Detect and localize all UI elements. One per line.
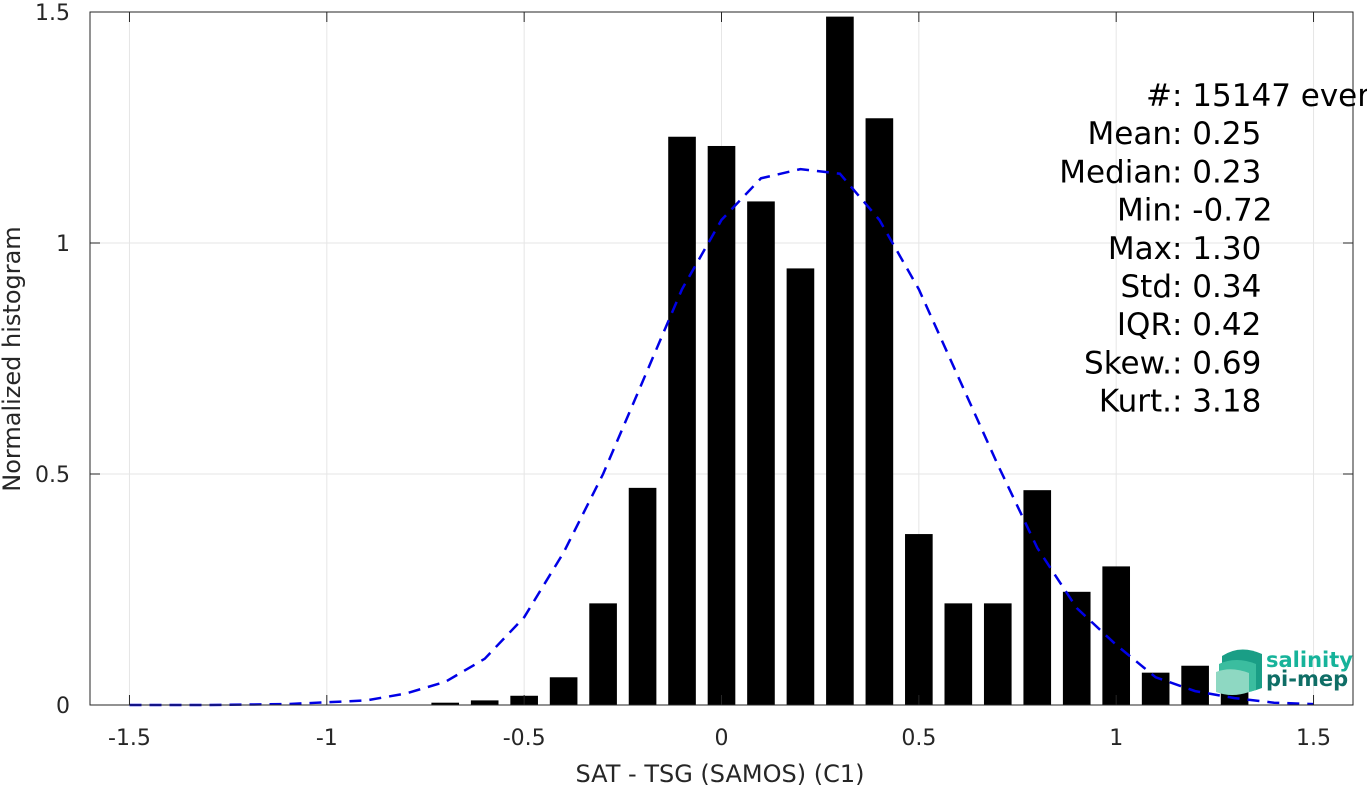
stat-label: IQR <box>1117 307 1172 343</box>
fit-curve-layer <box>129 167 1314 707</box>
histogram-bar <box>589 603 617 705</box>
stat-value: : 15147 events <box>1172 78 1367 114</box>
y-tick-label: 1 <box>56 232 70 257</box>
x-tick-label: -1.5 <box>108 726 151 751</box>
stat-value: : 0.42 <box>1172 307 1261 343</box>
stat-label: Min <box>1117 193 1172 229</box>
histogram-bar <box>1181 665 1209 705</box>
histogram-bar <box>1062 591 1091 705</box>
y-tick-label: 0.5 <box>35 463 70 488</box>
logo-text-pi-mep: pi-mep <box>1266 667 1348 691</box>
logo-text-salinity: salinity <box>1266 648 1353 672</box>
y-tick-label: 1.5 <box>35 1 70 26</box>
histogram-bar <box>747 201 775 706</box>
histogram-bar <box>826 16 854 706</box>
logo-wave-icon <box>1216 649 1262 695</box>
stat-row: Mean : 0.25 <box>1088 116 1262 152</box>
stat-row: Min : -0.72 <box>1117 193 1273 229</box>
y-axis-label: Normalized histogram <box>0 226 26 491</box>
x-tick-label: 1.5 <box>1296 726 1331 751</box>
histogram-bar <box>628 487 657 705</box>
histogram-bar <box>1023 490 1052 705</box>
histogram-bar <box>944 603 973 705</box>
y-tick-label: 0 <box>56 694 70 719</box>
stat-row: Max : 1.30 <box>1108 231 1261 267</box>
x-tick-label: 0.5 <box>901 726 936 751</box>
fit-curve <box>129 167 1314 707</box>
stat-value: : 1.30 <box>1172 231 1261 267</box>
stat-label: Median <box>1059 154 1172 190</box>
histogram-bar <box>668 136 696 706</box>
x-tick-label: -0.5 <box>503 726 546 751</box>
stat-label: Kurt. <box>1099 384 1172 420</box>
x-tick-label: -1 <box>316 726 338 751</box>
histogram-bar <box>786 268 815 705</box>
x-tick-label: 0 <box>715 726 729 751</box>
histogram-bar <box>549 677 578 705</box>
stat-label: # <box>1146 78 1172 114</box>
stat-row: Std : 0.34 <box>1120 269 1261 305</box>
stat-row: Kurt. : 3.18 <box>1099 384 1262 420</box>
tick-labels: -1.5 -1 -0.5 0 0.5 1 1.5 0 0.5 1 1.5 <box>35 1 1331 751</box>
stat-label: Std <box>1120 269 1172 305</box>
histogram-bar <box>865 118 894 705</box>
histogram-bar <box>431 702 460 705</box>
x-axis-label: SAT - TSG (SAMOS) (C1) <box>576 760 865 785</box>
histogram-bar <box>905 534 933 705</box>
stat-row: IQR : 0.42 <box>1117 307 1261 343</box>
stat-row: # : 15147 events <box>1146 78 1367 114</box>
x-tick-label: 1 <box>1109 726 1123 751</box>
stat-label: Mean <box>1088 116 1172 152</box>
stat-value: : 0.23 <box>1172 154 1261 190</box>
stat-value: : 0.69 <box>1172 345 1261 381</box>
histogram-bar <box>470 700 499 705</box>
stat-row: Median : 0.23 <box>1059 154 1261 190</box>
stat-value: : 0.34 <box>1172 269 1261 305</box>
histogram-bar <box>983 603 1012 705</box>
stat-row: Skew. : 0.69 <box>1084 345 1261 381</box>
stat-value: : -0.72 <box>1172 193 1273 229</box>
stat-value: : 0.25 <box>1172 116 1261 152</box>
stat-value: : 3.18 <box>1172 384 1261 420</box>
salinity-pi-mep-logo: salinity pi-mep <box>1216 648 1353 695</box>
histogram-bar <box>707 145 736 706</box>
stat-label: Max <box>1108 231 1172 267</box>
axes <box>89 11 1354 706</box>
stat-label: Skew. <box>1084 345 1172 381</box>
bars <box>431 16 1249 706</box>
